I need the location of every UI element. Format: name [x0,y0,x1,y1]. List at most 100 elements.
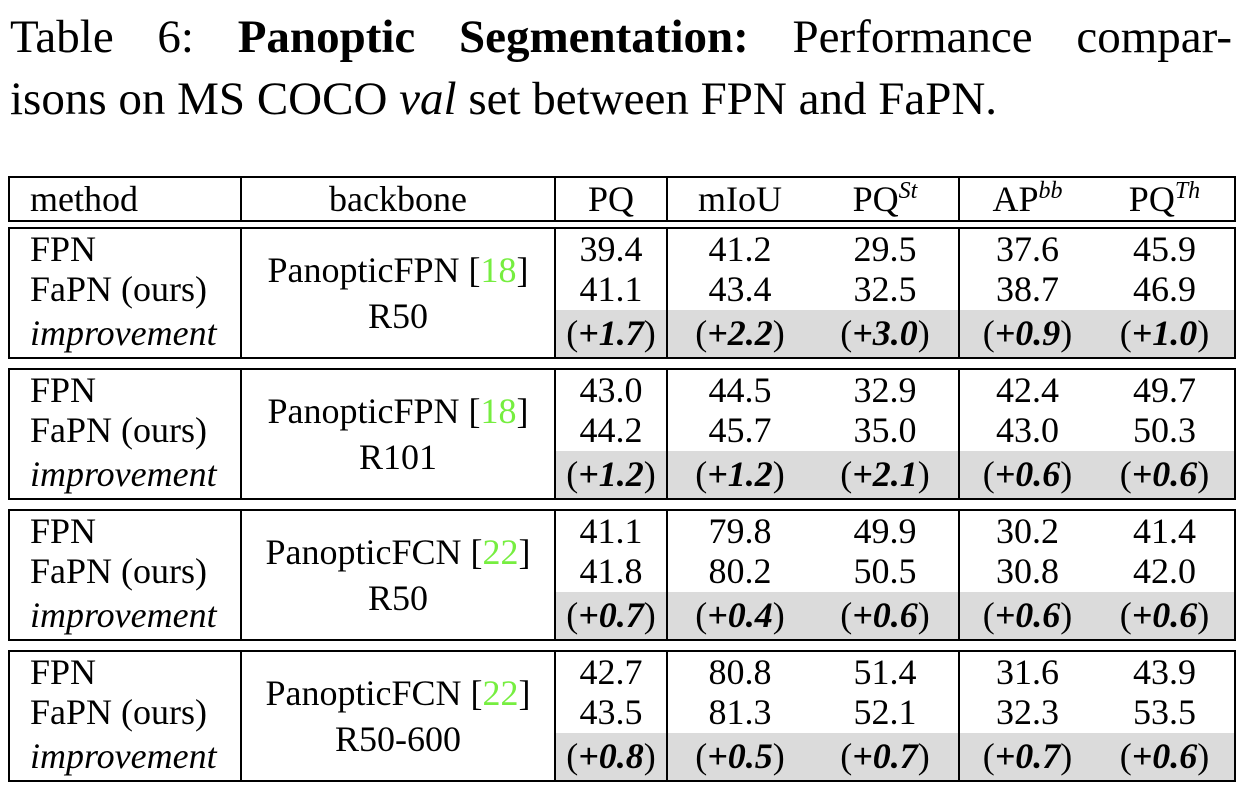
caption-line2-pre: isons on MS COCO [10,73,400,125]
value-fpn-pqth: 49.7 [1133,370,1196,410]
cite-bracket-close: ] [518,532,531,572]
value-fapn-pqst: 50.5 [853,551,917,591]
improvement-apbb: (+0.9) [958,310,1095,357]
backbone-cell: PanopticFPN [18] R50 [240,229,554,357]
row-label-fapn: FaPN (ours) [30,269,207,309]
improvement-pq: (+0.8) [554,733,666,780]
backbone-variant: R101 [358,437,437,477]
value-fapn-pqst: 52.1 [853,692,917,732]
value-fapn-pq: 41.1 [554,269,666,310]
value-fapn-pqth: 53.5 [1133,692,1196,732]
header-method: method [30,179,138,219]
row-label-fpn: FPN [30,511,97,551]
improvement-miou: (+0.5) [666,733,812,780]
cite-bracket-close: ] [516,391,529,431]
backbone-name: PanopticFCN [22] [265,673,531,713]
caption-val-italic: val [399,73,457,125]
improvement-pqst: (+0.6) [812,592,958,639]
improvement-pqst: (+3.0) [812,310,958,357]
value-fapn-miou: 80.2 [666,551,812,592]
improvement-pq: (+1.7) [554,310,666,357]
header-ap-bb: APbb [958,178,1095,220]
value-fapn-miou: 45.7 [666,410,812,451]
header-ap-bb-base: AP [992,179,1039,219]
header-pq-st-base: PQ [852,179,899,219]
value-fapn-pq: 41.8 [554,551,666,592]
improvement-pqst: (+0.7) [812,733,958,780]
citation-number: 22 [482,673,519,713]
backbone-name: PanopticFCN [22] [265,532,531,572]
row-label-fpn: FPN [30,370,97,410]
cite-bracket-open: [ [468,250,481,290]
header-backbone: backbone [240,178,554,220]
value-fapn-miou: 81.3 [666,692,812,733]
value-fapn-apbb: 32.3 [958,692,1095,733]
value-fpn-miou: 41.2 [666,229,812,269]
value-fpn-pqth: 45.9 [1133,229,1196,269]
header-miou: mIoU [666,178,812,220]
row-label-fpn: FPN [30,652,97,692]
value-fapn-pqth: 50.3 [1133,410,1196,450]
improvement-pqth: (+0.6) [1095,592,1234,639]
value-fapn-pqth: 46.9 [1133,269,1196,309]
row-label-fpn: FPN [30,229,97,269]
improvement-pqth: (+0.6) [1095,733,1234,780]
value-fapn-pq: 43.5 [554,692,666,733]
value-fpn-pq: 42.7 [554,652,666,692]
caption-line-2: isons on MS COCO val set between FPN and… [10,68,1232,130]
improvement-miou: (+1.2) [666,451,812,498]
value-fpn-apbb: 37.6 [958,229,1095,269]
improvement-pq: (+0.7) [554,592,666,639]
value-fapn-pqst: 35.0 [853,410,917,450]
backbone-cell: PanopticFPN [18] R101 [240,370,554,498]
citation-number: 22 [482,532,519,572]
value-fpn-miou: 79.8 [666,511,812,551]
value-fpn-miou: 80.8 [666,652,812,692]
result-block-panopticfcn-r50-600: FPN FaPN (ours) improvement PanopticFCN … [8,650,1236,782]
header-ap-bb-sup: bb [1038,178,1063,204]
value-fpn-pqst: 49.9 [853,511,917,551]
header-pq-st-sup: St [898,178,918,204]
row-label-improvement: improvement [30,313,217,353]
value-fapn-miou: 43.4 [666,269,812,310]
caption-title-bold: Panoptic Segmentation: [237,11,793,63]
header-pq-th-sup: Th [1174,178,1201,204]
improvement-pqth: (+0.6) [1095,451,1234,498]
value-fpn-pqth: 41.4 [1133,511,1196,551]
row-label-fapn: FaPN (ours) [30,410,207,450]
citation-number: 18 [480,391,517,431]
cite-bracket-close: ] [516,250,529,290]
row-label-improvement: improvement [30,736,217,776]
cite-bracket-open: [ [470,673,483,713]
value-fpn-pqst: 32.9 [853,370,917,410]
improvement-apbb: (+0.6) [958,592,1095,639]
value-fpn-apbb: 30.2 [958,511,1095,551]
row-label-fapn: FaPN (ours) [30,551,207,591]
backbone-name: PanopticFPN [18] [267,391,529,431]
value-fpn-pqst: 51.4 [853,652,917,692]
table-header-row: method backbone PQ mIoU PQSt APbb PQTh [8,176,1236,222]
caption-line-1: Table 6: Panoptic Segmentation: Performa… [10,6,1232,68]
value-fapn-apbb: 43.0 [958,410,1095,451]
value-fapn-pqth: 42.0 [1133,551,1196,591]
value-fpn-miou: 44.5 [666,370,812,410]
backbone-cell: PanopticFCN [22] R50-600 [240,652,554,780]
improvement-pqth: (+1.0) [1095,310,1234,357]
header-pq: PQ [554,178,666,220]
value-fpn-pq: 41.1 [554,511,666,551]
improvement-apbb: (+0.7) [958,733,1095,780]
cite-bracket-close: ] [518,673,531,713]
backbone-name: PanopticFPN [18] [267,250,529,290]
header-pq-th: PQTh [1095,178,1234,220]
value-fapn-apbb: 38.7 [958,269,1095,310]
result-block-panopticfcn-r50: FPN FaPN (ours) improvement PanopticFCN … [8,509,1236,641]
value-fpn-pq: 39.4 [554,229,666,269]
page: Table 6: Panoptic Segmentation: Performa… [8,6,1236,782]
row-label-improvement: improvement [30,454,217,494]
value-fapn-pqst: 32.5 [853,269,917,309]
caption-line2-post: set between FPN and FaPN. [456,73,998,125]
caption-prefix: Table 6: [10,11,238,63]
backbone-cell: PanopticFCN [22] R50 [240,511,554,639]
results-table: method backbone PQ mIoU PQSt APbb PQTh F… [8,176,1236,782]
value-fpn-pqth: 43.9 [1133,652,1196,692]
